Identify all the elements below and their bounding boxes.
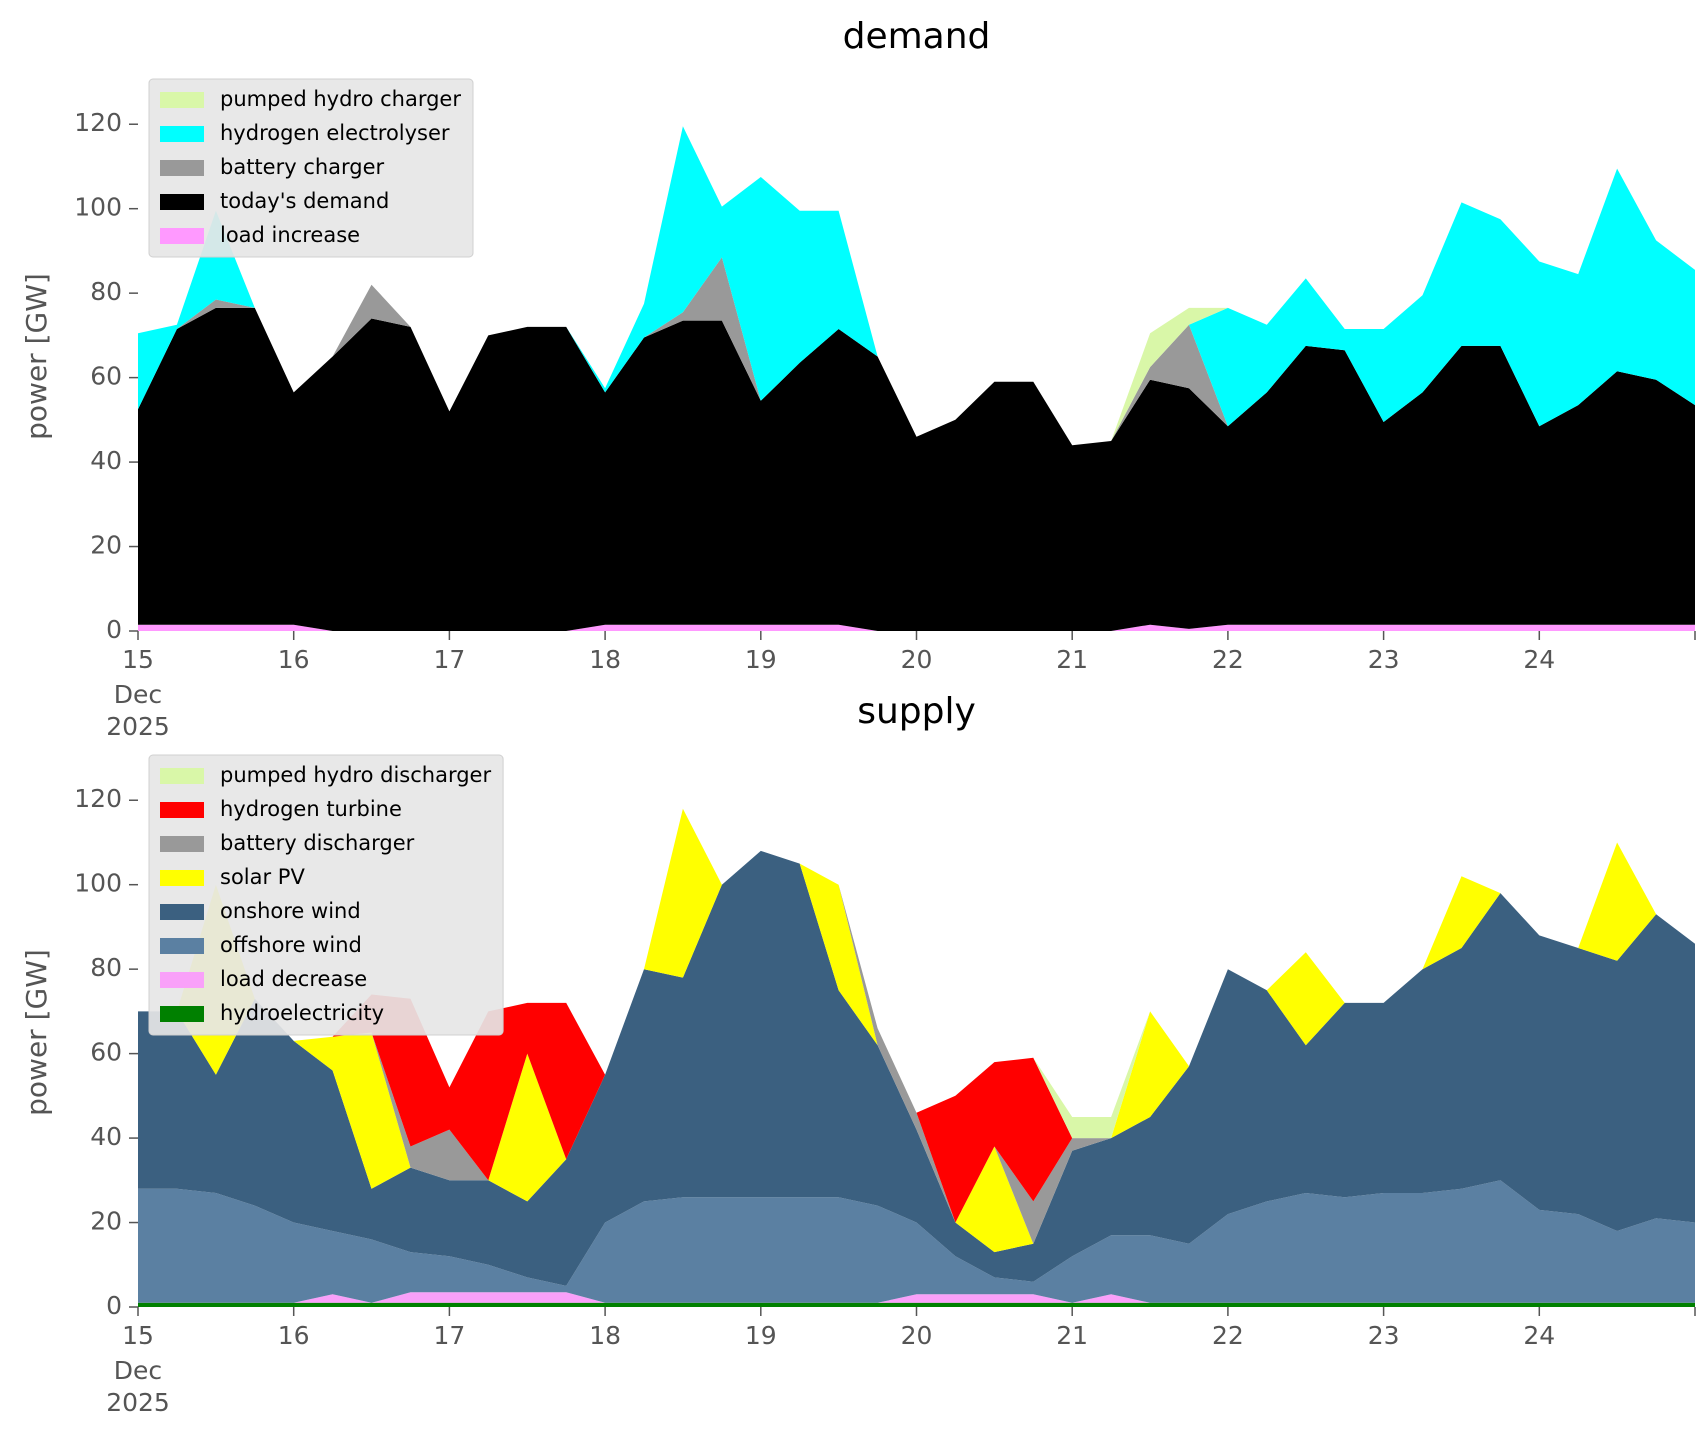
- x-date-label: 2025: [106, 712, 170, 741]
- legend-label: hydrogen electrolyser: [220, 121, 450, 145]
- chart-title: supply: [857, 691, 976, 732]
- x-tick-label: 18: [589, 1321, 621, 1350]
- legend-swatch: [160, 126, 204, 142]
- legend-label: hydrogen turbine: [220, 797, 402, 821]
- y-tick-label: 20: [90, 1207, 122, 1236]
- legend-swatch: [160, 160, 204, 176]
- x-date-label: Dec: [114, 680, 162, 709]
- legend-swatch: [160, 1006, 204, 1022]
- x-tick-label: 23: [1368, 1321, 1400, 1350]
- legend-label: load decrease: [220, 967, 367, 991]
- area: [138, 624, 1695, 631]
- x-tick-label: 21: [1056, 645, 1088, 674]
- legend-swatch: [160, 802, 204, 818]
- y-tick-label: 120: [74, 784, 122, 813]
- x-date-label: Dec: [114, 1356, 162, 1385]
- chart-title: demand: [843, 16, 991, 57]
- y-tick-label: 120: [74, 108, 122, 137]
- legend-label: hydroelectricity: [220, 1001, 384, 1025]
- x-tick-label: 19: [745, 1321, 777, 1350]
- x-tick-label: 16: [278, 1321, 310, 1350]
- y-tick-label: 40: [90, 1122, 122, 1151]
- legend-label: onshore wind: [220, 899, 361, 923]
- x-tick-label: 24: [1523, 1321, 1555, 1350]
- legend-swatch: [160, 228, 204, 244]
- y-tick-label: 60: [90, 362, 122, 391]
- legend-label: pumped hydro charger: [220, 87, 461, 111]
- x-tick-label: 16: [278, 645, 310, 674]
- legend: pumped hydro charger hydrogen electrolyse…: [148, 78, 474, 258]
- legend-label: today's demand: [220, 189, 389, 213]
- x-tick-label: 17: [433, 645, 465, 674]
- y-tick-label: 100: [74, 869, 122, 898]
- legend-box: [148, 754, 504, 1036]
- legend-swatch: [160, 870, 204, 886]
- y-tick-label: 100: [74, 193, 122, 222]
- legend-swatch: [160, 972, 204, 988]
- legend-label: load increase: [220, 223, 360, 247]
- x-tick-label: 15: [122, 1321, 154, 1350]
- x-tick-label: 21: [1056, 1321, 1088, 1350]
- legend-swatch: [160, 768, 204, 784]
- area: [138, 1302, 1695, 1307]
- legend-swatch: [160, 194, 204, 210]
- x-tick-label: 22: [1212, 1321, 1244, 1350]
- legend-swatch: [160, 836, 204, 852]
- x-tick-label: 20: [901, 645, 933, 674]
- x-tick-label: 17: [433, 1321, 465, 1350]
- area: [138, 1180, 1695, 1303]
- legend: pumped hydro discharger hydrogen turbine b…: [148, 754, 504, 1036]
- x-date-label: 2025: [106, 1388, 170, 1417]
- x-tick-label: 24: [1523, 645, 1555, 674]
- legend-label: battery discharger: [220, 831, 415, 855]
- legend-swatch: [160, 904, 204, 920]
- y-tick-label: 0: [106, 1291, 122, 1320]
- legend-swatch: [160, 92, 204, 108]
- area: [138, 850, 1695, 1286]
- area: [138, 307, 1695, 631]
- x-tick-label: 22: [1212, 645, 1244, 674]
- x-tick-label: 18: [589, 645, 621, 674]
- y-tick-label: 20: [90, 531, 122, 560]
- x-tick-label: 23: [1368, 645, 1400, 674]
- legend-label: solar PV: [220, 865, 305, 889]
- area: [138, 126, 1695, 446]
- y-axis-label: power [GW]: [20, 273, 53, 440]
- area: [138, 1292, 1695, 1303]
- legend-label: pumped hydro discharger: [220, 763, 491, 787]
- y-tick-label: 40: [90, 446, 122, 475]
- area: [138, 808, 1695, 1253]
- y-axis-label: power [GW]: [20, 949, 53, 1116]
- x-tick-label: 15: [122, 645, 154, 674]
- legend-box: [148, 78, 474, 258]
- legend-label: battery charger: [220, 155, 385, 179]
- y-tick-label: 0: [106, 615, 122, 644]
- y-tick-label: 60: [90, 1038, 122, 1067]
- y-tick-label: 80: [90, 277, 122, 306]
- y-tick-label: 80: [90, 953, 122, 982]
- legend-label: offshore wind: [220, 933, 362, 957]
- legend-swatch: [160, 938, 204, 954]
- x-tick-label: 20: [901, 1321, 933, 1350]
- x-tick-label: 19: [745, 645, 777, 674]
